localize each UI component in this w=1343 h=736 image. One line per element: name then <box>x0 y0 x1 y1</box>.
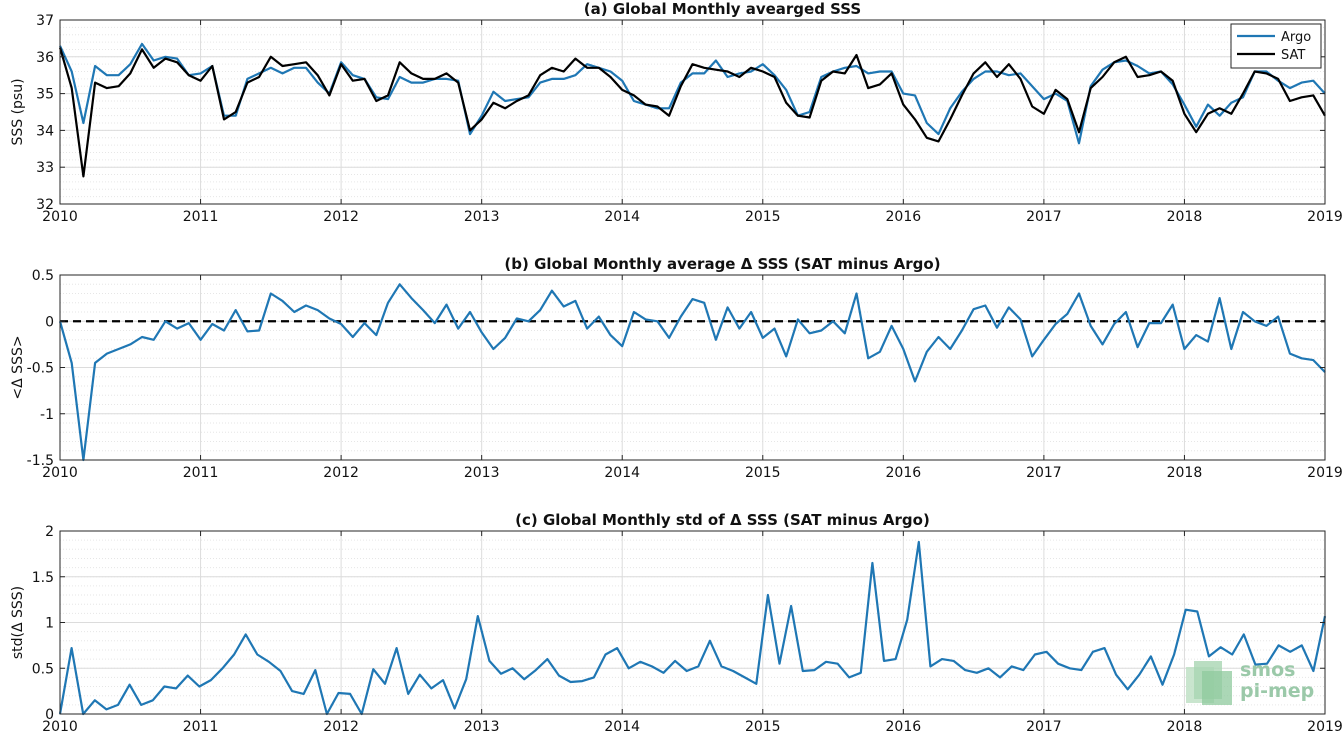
y-tick-label: -0.5 <box>27 361 54 377</box>
legend: Argo SAT <box>1230 23 1322 69</box>
x-tick-label: 2013 <box>464 719 500 735</box>
x-tick-label: 2019 <box>1307 465 1343 481</box>
legend-label-sat: SAT <box>1281 48 1305 63</box>
x-tick-label: 2018 <box>1167 209 1203 225</box>
y-tick-label: 37 <box>36 13 54 29</box>
y-axis-label: std(Δ SSS) <box>10 586 26 659</box>
chart-panel-3: 0 0.5 1 1.5 2 2010 2011 2012 2013 2014 2015 2016 201… <box>10 511 1343 735</box>
y-tick-label: 2 <box>45 524 54 540</box>
x-tick-label: 2016 <box>886 719 922 735</box>
x-tick-label: 2010 <box>42 465 78 481</box>
x-tick-label: 2010 <box>42 209 78 225</box>
x-tick-label: 2011 <box>183 209 219 225</box>
y-tick-label: 34 <box>36 123 54 139</box>
x-tick-label: 2014 <box>604 719 640 735</box>
x-tick-label: 2014 <box>604 209 640 225</box>
series-line-delta-sss <box>58 283 1326 462</box>
x-tick-label: 2017 <box>1026 719 1062 735</box>
y-tick-label: 1.5 <box>32 570 54 586</box>
x-tick-label: 2015 <box>745 209 781 225</box>
legend-box <box>1230 23 1322 69</box>
x-tick-label: 2011 <box>183 465 219 481</box>
legend-label-argo: Argo <box>1281 30 1311 45</box>
axes-frame <box>59 19 1326 205</box>
plot-area <box>60 20 1325 204</box>
y-tick-label: 0.5 <box>32 661 54 677</box>
x-tick-label: 2019 <box>1307 719 1343 735</box>
x-tick-label: 2012 <box>323 209 359 225</box>
x-tick-label: 2015 <box>745 719 781 735</box>
y-tick-label: 32 <box>36 197 54 213</box>
logo-mark-icon <box>1186 661 1232 705</box>
y-tick-label: 36 <box>36 50 54 66</box>
chart-panel-1: 32 33 34 35 36 37 2010 2011 2012 2013 2014 2015 2016… <box>10 0 1343 225</box>
y-tick-label: 0 <box>45 314 54 330</box>
y-axis-label: SSS (psu) <box>10 78 26 145</box>
chart-panel-2: -1.5 -1 -0.5 0 0.5 2010 2011 2012 2013 2014 2015 20… <box>10 255 1343 481</box>
x-tick-label: 2018 <box>1167 465 1203 481</box>
x-tick-label: 2019 <box>1307 209 1343 225</box>
x-tick-label: 2013 <box>464 209 500 225</box>
x-tick-label: 2015 <box>745 465 781 481</box>
logo-line2: pi-mep <box>1240 680 1315 702</box>
logo-line1: smos <box>1240 659 1296 681</box>
smos-pimep-logo: smos pi-mep <box>1184 655 1334 710</box>
y-tick-label: 35 <box>36 87 54 103</box>
x-tick-label: 2018 <box>1167 719 1203 735</box>
series-line-sat <box>58 47 1326 178</box>
x-tick-label: 2012 <box>323 465 359 481</box>
chart-title: (a) Global Monthly avearged SSS <box>584 0 861 18</box>
x-tick-label: 2010 <box>42 719 78 735</box>
y-tick-label: -1.5 <box>27 453 54 469</box>
x-tick-label: 2017 <box>1026 209 1062 225</box>
y-tick-label: 0.5 <box>32 268 54 284</box>
x-tick-label: 2011 <box>183 719 219 735</box>
x-tick-label: 2017 <box>1026 465 1062 481</box>
y-axis-label: <Δ SSS> <box>10 335 26 399</box>
x-tick-label: 2016 <box>886 465 922 481</box>
x-tick-label: 2013 <box>464 465 500 481</box>
chart-title: (c) Global Monthly std of Δ SSS (SAT min… <box>515 511 930 529</box>
x-tick-label: 2014 <box>604 465 640 481</box>
x-tick-label: 2016 <box>886 209 922 225</box>
y-tick-label: -1 <box>40 407 54 423</box>
series-line-delta-sss <box>58 540 1327 716</box>
y-tick-label: 0 <box>45 707 54 723</box>
y-tick-label: 1 <box>45 616 54 632</box>
y-tick-label: 33 <box>36 160 54 176</box>
x-tick-label: 2012 <box>323 719 359 735</box>
chart-title: (b) Global Monthly average Δ SSS (SAT mi… <box>504 255 940 273</box>
